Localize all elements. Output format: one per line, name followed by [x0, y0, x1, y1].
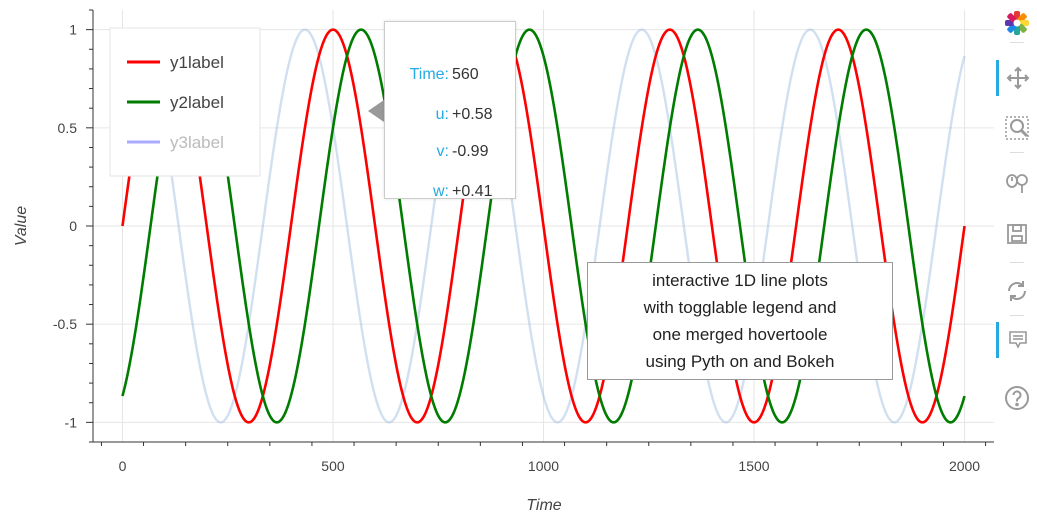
annotation-box: interactive 1D line plots with togglable…: [587, 262, 893, 380]
legend-label-y3: y3label: [170, 133, 224, 152]
pan-icon: [1006, 66, 1030, 90]
y-tick-label: 1: [69, 22, 77, 38]
hover-icon: [1009, 331, 1027, 349]
tooltip-arrow: [368, 100, 384, 122]
series-layer: [121, 28, 966, 424]
annotation-line-2: with togglable legend and: [643, 298, 837, 317]
reset-icon: [1007, 281, 1026, 301]
legend-label-y1: y1label: [170, 53, 224, 72]
hover-tooltip: Time: 560 u: +0.58 v: -0.99 w: +0.41: [384, 21, 517, 200]
x-axis-title: Time: [526, 497, 562, 514]
legend: y1label y2label y3label: [109, 27, 261, 177]
annotation-line-3: one merged hovertoole: [652, 325, 828, 344]
tooltip-value-v: -0.99: [452, 143, 489, 160]
toolbar-separator: [1010, 315, 1024, 316]
y-tick-label: 0: [69, 218, 77, 234]
pan-tool-button[interactable]: [996, 60, 1037, 96]
x-tick-label: 0: [119, 458, 127, 474]
tooltip-key-time: Time:: [409, 66, 449, 83]
tooltip-value-w: +0.41: [452, 183, 493, 200]
reset-tool-button[interactable]: [996, 273, 1037, 309]
y-axis-title: Value: [13, 206, 30, 246]
toolbar-separator: [1010, 152, 1024, 153]
x-tick-label: 500: [321, 458, 345, 474]
x-tick-label: 1500: [738, 458, 769, 474]
ticks: -1 -0.5 0 0.5 1 0 500 1000 1500 2000: [53, 9, 987, 474]
bokeh-logo-icon: [1004, 11, 1029, 35]
x-tick-label: 2000: [949, 458, 980, 474]
legend-item-y2[interactable]: y2label: [127, 93, 224, 112]
tooltip-key-u: u:: [435, 106, 449, 123]
toolbar: [996, 0, 1037, 519]
tooltip-row-v: v: -0.99: [385, 143, 517, 163]
tooltip-key-w: w:: [433, 183, 449, 200]
bokeh-logo-link[interactable]: [996, 5, 1037, 41]
tooltip-value-u: +0.58: [452, 106, 493, 123]
tooltip-row-u: u: +0.58: [385, 106, 517, 126]
box-zoom-icon: [1004, 116, 1029, 140]
tooltip-key-v: v:: [436, 143, 449, 160]
wheel-zoom-icon: [1005, 174, 1028, 193]
toolbar-separator: [1010, 262, 1024, 263]
legend-item-y1[interactable]: y1label: [127, 53, 224, 72]
box-zoom-tool-button[interactable]: [996, 110, 1037, 146]
tooltip-row-time: Time: 560: [385, 66, 517, 86]
legend-item-y3[interactable]: y3label: [127, 133, 224, 152]
series-line-2: [121, 28, 966, 424]
hover-tool-button[interactable]: [996, 322, 1037, 358]
annotation-line-4: using Pyth on and Bokeh: [645, 352, 835, 371]
x-tick-label: 1000: [528, 458, 559, 474]
y-tick-label: -0.5: [53, 316, 77, 332]
save-tool-button[interactable]: [996, 216, 1037, 252]
help-tool-button[interactable]: [996, 380, 1037, 416]
tooltip-row-w: w: +0.41: [385, 183, 517, 203]
line-chart[interactable]: -1 -0.5 0 0.5 1 0 500 1000 1500 2000 Time Value y…: [0, 0, 996, 519]
y-tick-label: -1: [65, 414, 78, 430]
save-icon: [1006, 224, 1027, 244]
toolbar-separator: [1010, 42, 1024, 43]
wheel-zoom-tool-button[interactable]: [996, 165, 1037, 201]
legend-label-y2: y2label: [170, 93, 224, 112]
help-icon: [1004, 386, 1029, 410]
y-tick-label: 0.5: [58, 120, 78, 136]
annotation-line-1: interactive 1D line plots: [652, 271, 828, 290]
tooltip-value-time: 560: [452, 66, 479, 83]
